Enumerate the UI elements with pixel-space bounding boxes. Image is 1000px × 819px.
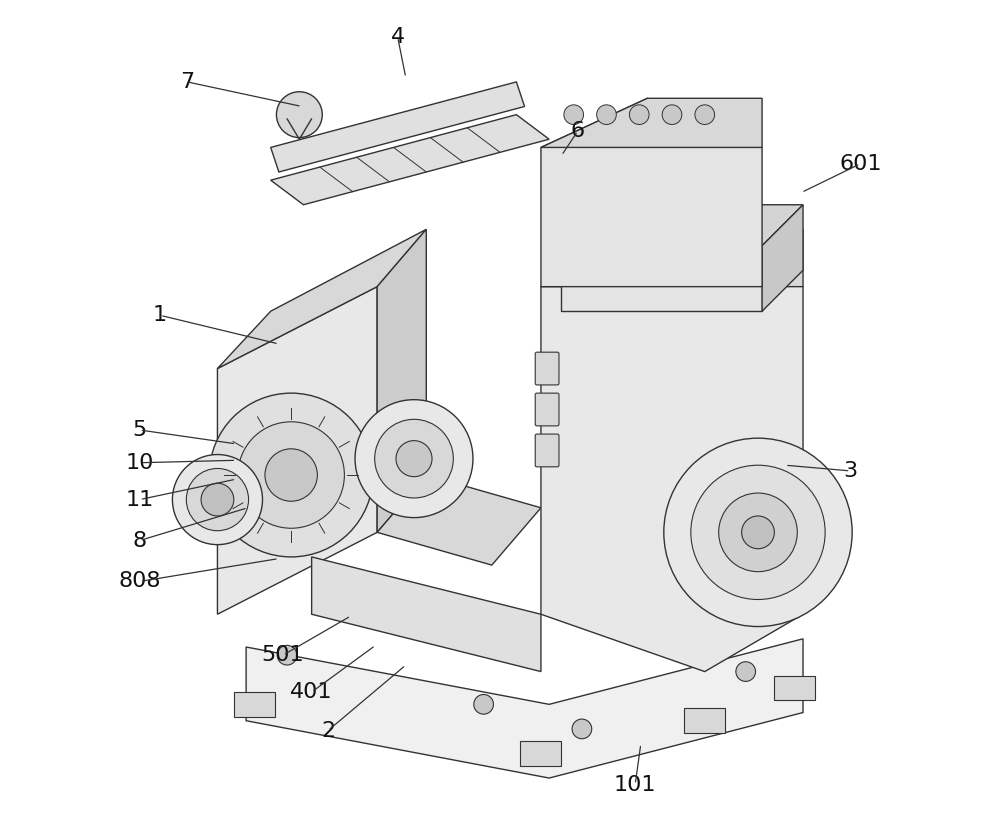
Circle shape	[742, 516, 774, 549]
Text: 601: 601	[839, 154, 882, 174]
Circle shape	[736, 662, 756, 681]
Polygon shape	[271, 82, 525, 172]
Polygon shape	[541, 229, 803, 287]
Polygon shape	[561, 205, 803, 246]
Text: 11: 11	[126, 490, 154, 509]
Polygon shape	[561, 246, 762, 311]
Text: 3: 3	[843, 461, 858, 481]
Circle shape	[355, 400, 473, 518]
Text: 401: 401	[290, 682, 333, 702]
FancyBboxPatch shape	[535, 352, 559, 385]
Circle shape	[564, 105, 584, 124]
Circle shape	[186, 468, 249, 531]
Circle shape	[691, 465, 825, 600]
FancyBboxPatch shape	[535, 434, 559, 467]
Circle shape	[664, 438, 852, 627]
Text: 808: 808	[118, 572, 161, 591]
Circle shape	[375, 419, 453, 498]
Text: 10: 10	[125, 453, 154, 473]
Text: 1: 1	[153, 305, 167, 325]
Bar	[234, 692, 275, 717]
Text: 4: 4	[391, 27, 405, 47]
Polygon shape	[541, 98, 762, 147]
Circle shape	[238, 422, 344, 528]
Polygon shape	[541, 98, 762, 287]
Polygon shape	[377, 475, 541, 565]
Bar	[520, 741, 561, 766]
Polygon shape	[312, 557, 541, 672]
Text: 501: 501	[262, 645, 304, 665]
Polygon shape	[377, 229, 426, 532]
Circle shape	[276, 92, 322, 138]
Polygon shape	[217, 229, 426, 369]
Circle shape	[572, 719, 592, 739]
Text: 8: 8	[133, 531, 147, 550]
Circle shape	[172, 455, 262, 545]
Polygon shape	[246, 639, 803, 778]
Bar	[774, 676, 815, 700]
Polygon shape	[541, 229, 803, 672]
Circle shape	[719, 493, 797, 572]
Circle shape	[597, 105, 616, 124]
Circle shape	[265, 449, 317, 501]
Text: 101: 101	[614, 775, 656, 794]
Circle shape	[277, 645, 297, 665]
Circle shape	[209, 393, 373, 557]
Circle shape	[695, 105, 715, 124]
Polygon shape	[271, 115, 549, 205]
Circle shape	[474, 695, 493, 714]
Polygon shape	[762, 205, 803, 311]
Text: 2: 2	[321, 721, 335, 740]
Circle shape	[629, 105, 649, 124]
FancyBboxPatch shape	[535, 393, 559, 426]
Polygon shape	[217, 287, 377, 614]
Circle shape	[662, 105, 682, 124]
Circle shape	[396, 441, 432, 477]
Text: 6: 6	[571, 121, 585, 141]
Text: 7: 7	[180, 72, 194, 92]
Bar	[684, 708, 725, 733]
Circle shape	[201, 483, 234, 516]
Text: 5: 5	[133, 420, 147, 440]
